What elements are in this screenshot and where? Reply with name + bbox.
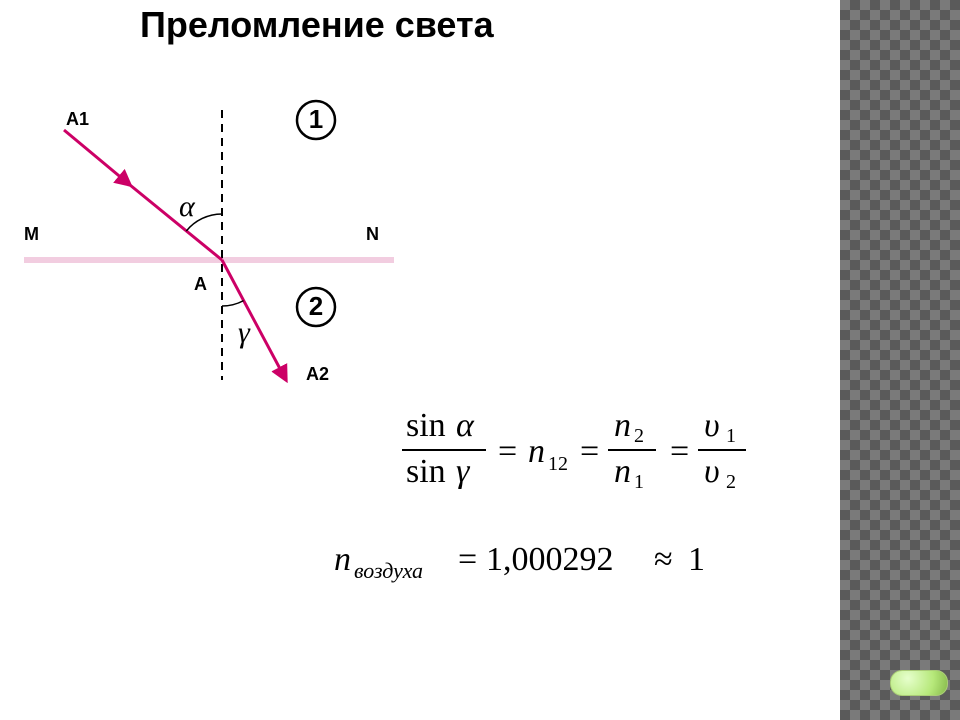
svg-text:2: 2 (634, 425, 644, 447)
decorative-sidebar (840, 0, 960, 720)
svg-text:γ: γ (456, 453, 471, 490)
diagram-label-A: А (194, 274, 207, 294)
svg-text:1: 1 (726, 425, 736, 447)
svg-text:υ: υ (704, 453, 720, 490)
snell-equation: sinαsinγ=n12=n2n1=υ1υ2 (400, 400, 860, 500)
diagram-label-A1: А1 (66, 109, 89, 129)
svg-text:1,000292: 1,000292 (486, 541, 614, 578)
svg-text:υ: υ (704, 407, 720, 444)
slide: Преломление света А1А2АMN12αγ sinαsinγ=n… (0, 0, 960, 720)
svg-text:n: n (528, 433, 545, 470)
diagram-label-gamma: γ (238, 316, 251, 349)
svg-text:sin: sin (406, 453, 446, 490)
n-air-equation: nвоздуха =1,000292 ≈1 (330, 530, 830, 595)
next-button[interactable] (890, 670, 948, 696)
svg-text:n: n (614, 453, 631, 490)
refraction-diagram: А1 А2 А M N 1 2 α γ (24, 90, 414, 390)
svg-text:2: 2 (726, 471, 736, 493)
diagram-label-alpha: α (179, 190, 196, 223)
svg-text:=: = (670, 433, 689, 470)
svg-text:≈: ≈ (654, 541, 673, 578)
sidebar-pattern (840, 0, 960, 720)
diagram-label-N: N (366, 224, 379, 244)
page-title: Преломление света (140, 4, 494, 46)
svg-text:1: 1 (688, 541, 705, 578)
svg-text:n: n (334, 541, 351, 578)
svg-text:=: = (580, 433, 599, 470)
svg-text:=: = (498, 433, 517, 470)
diagram-label-A2: А2 (306, 364, 329, 384)
svg-text:12: 12 (548, 453, 568, 475)
svg-text:α: α (456, 407, 475, 444)
svg-text:=: = (458, 541, 477, 578)
svg-text:1: 1 (634, 471, 644, 493)
diagram-label-M: M (24, 224, 39, 244)
diagram-label-two: 2 (309, 291, 323, 321)
svg-text:воздуха: воздуха (354, 558, 423, 583)
svg-text:sin: sin (406, 407, 446, 444)
svg-text:n: n (614, 407, 631, 444)
diagram-label-one: 1 (309, 104, 323, 134)
